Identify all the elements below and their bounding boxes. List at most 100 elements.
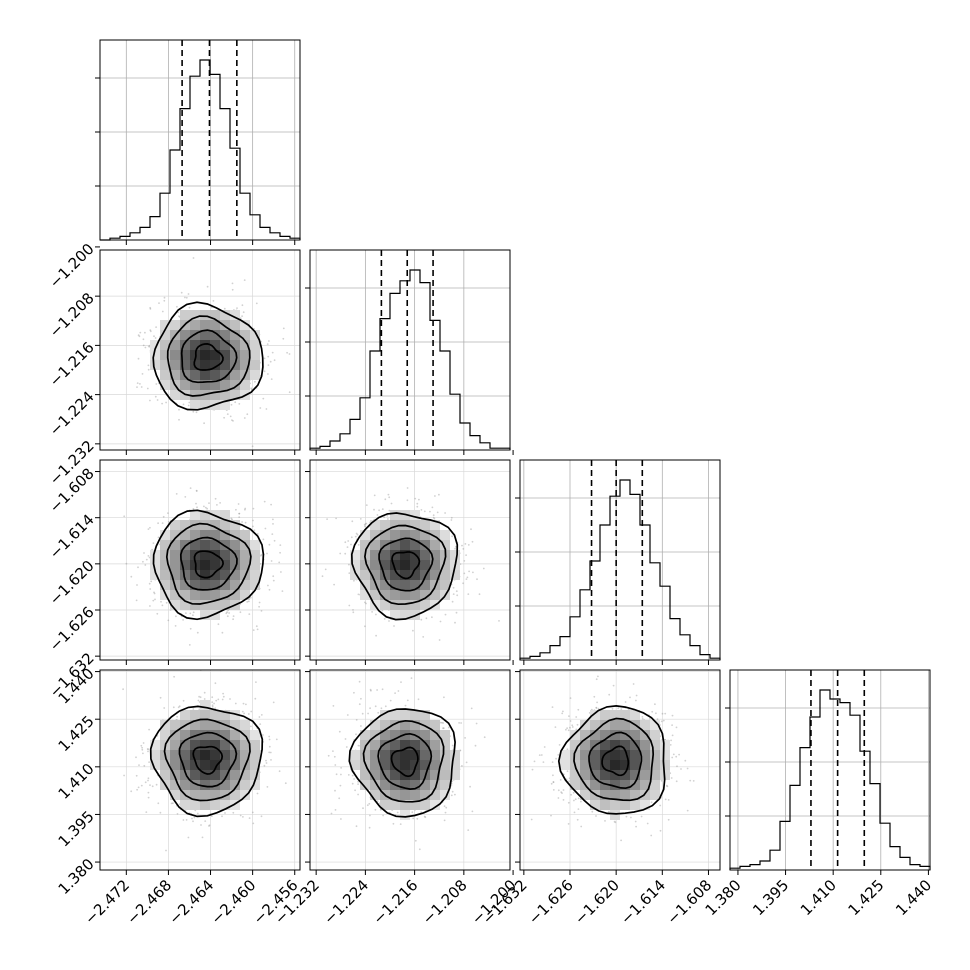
density-cell [360, 580, 370, 590]
density-cell [250, 770, 260, 780]
density-cell [230, 340, 240, 350]
sample-point [159, 811, 162, 814]
sample-point [460, 722, 462, 724]
histogram-panel-3 [725, 669, 931, 871]
sample-point [147, 791, 150, 794]
sample-point [172, 802, 174, 805]
sample-point [423, 510, 426, 513]
density-cell [220, 310, 230, 320]
sample-point [339, 552, 342, 555]
sample-point [175, 493, 178, 495]
density-cell [220, 780, 230, 790]
sample-point [211, 704, 214, 707]
density-cell [410, 530, 420, 540]
density-cell [190, 350, 200, 360]
density-cell [210, 310, 220, 320]
sample-point [360, 725, 362, 727]
density-cell [370, 590, 380, 600]
sample-point [270, 503, 272, 506]
sample-point [217, 698, 220, 701]
sample-point [392, 822, 395, 825]
density-cell [170, 790, 180, 800]
sample-point [147, 555, 150, 557]
sample-point [137, 334, 140, 337]
sample-point [215, 699, 218, 702]
density-cell [230, 540, 240, 550]
density-cell [200, 550, 210, 560]
density-cell [210, 390, 220, 400]
density-cell [230, 530, 240, 540]
sample-point [149, 526, 151, 529]
density-cell [210, 750, 220, 760]
sample-point [374, 808, 377, 811]
sample-point [467, 829, 470, 831]
density-cell [170, 320, 180, 330]
density-cell [360, 570, 370, 580]
sample-point [152, 542, 155, 544]
contour-line [179, 536, 238, 591]
density-cell [220, 540, 230, 550]
sample-point [465, 554, 467, 556]
density-cell [250, 370, 260, 380]
sample-point [216, 504, 218, 506]
sample-point [414, 839, 417, 842]
density-cell [240, 540, 250, 550]
sample-point [259, 723, 262, 725]
density-cell [220, 800, 230, 810]
density-cell [230, 310, 240, 320]
sample-point [163, 296, 166, 299]
density-cell [410, 600, 420, 610]
density-cell [200, 400, 210, 410]
sample-point [383, 516, 386, 519]
sample-point [178, 315, 180, 318]
density-cell [230, 750, 240, 760]
sample-point [332, 705, 335, 707]
panel-frame [99, 39, 301, 241]
density-cell [190, 740, 200, 750]
density-cell [240, 770, 250, 780]
sample-point [394, 692, 396, 694]
sample-point [148, 582, 151, 585]
density-cell [210, 570, 220, 580]
sample-point [420, 618, 423, 621]
histogram-step [100, 59, 301, 241]
sample-point [259, 554, 262, 557]
density-cell [420, 560, 430, 570]
density-cell [210, 350, 220, 360]
sample-point [280, 571, 282, 573]
density-cell [220, 770, 230, 780]
density-cell [180, 360, 190, 370]
density-cell [370, 570, 380, 580]
density-cell [390, 600, 400, 610]
sample-point [378, 509, 380, 512]
density-cell [240, 560, 250, 570]
density-cell [410, 510, 420, 520]
density-cell [250, 740, 260, 750]
sample-point [483, 736, 486, 739]
sample-point [456, 594, 459, 597]
density-cell [240, 350, 250, 360]
sample-point [348, 572, 351, 574]
panel-frame [99, 669, 301, 871]
density-cell [180, 760, 190, 770]
sample-point [400, 681, 402, 683]
sample-point [146, 387, 149, 390]
sample-point [380, 707, 383, 710]
sample-point [381, 508, 384, 510]
sample-point [157, 536, 160, 539]
sample-point [231, 419, 233, 421]
sample-point [311, 560, 313, 562]
density-cell [180, 310, 190, 320]
sample-point [472, 571, 474, 574]
density-cell [250, 330, 260, 340]
density-cell [170, 390, 180, 400]
sample-point [230, 403, 233, 406]
sample-point [268, 745, 271, 748]
sample-point [474, 744, 477, 747]
density-cell [230, 320, 240, 330]
density-cell [350, 550, 360, 560]
sample-point [144, 564, 147, 566]
sample-point [214, 682, 217, 685]
sample-point [149, 399, 151, 402]
panel-frame [99, 249, 301, 451]
